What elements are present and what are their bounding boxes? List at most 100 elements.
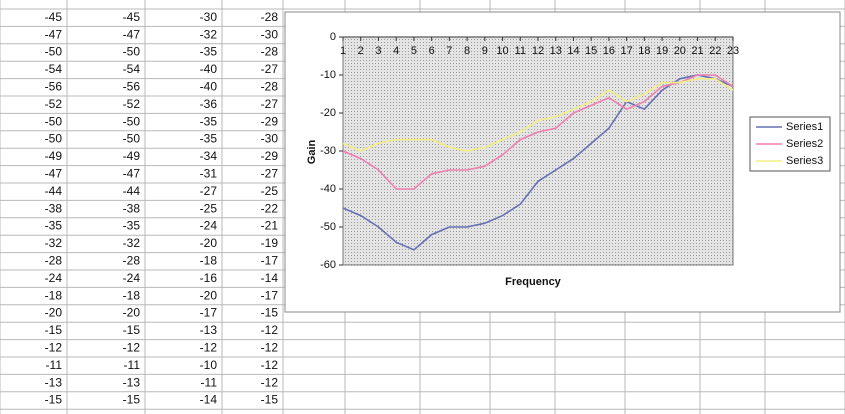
cell: -49 — [123, 149, 141, 163]
cell: -15 — [123, 393, 141, 407]
cell: -20 — [123, 306, 141, 320]
cell: -45 — [123, 10, 141, 24]
cell: -27 — [200, 184, 218, 198]
cell: -54 — [123, 62, 141, 76]
cell: -17 — [261, 253, 279, 267]
cell: -50 — [123, 45, 141, 59]
cell: -29 — [261, 149, 279, 163]
legend-label: Series3 — [786, 155, 823, 167]
cell: -13 — [123, 375, 141, 389]
cell: -12 — [261, 375, 279, 389]
y-tick-label: -10 — [320, 69, 336, 81]
x-axis-label: Frequency — [505, 276, 562, 288]
cell: -18 — [45, 288, 63, 302]
cell: -35 — [200, 114, 218, 128]
cell: -27 — [261, 97, 279, 111]
cell: -20 — [45, 306, 63, 320]
x-tick-label: 2 — [358, 45, 364, 57]
cell: -54 — [45, 62, 63, 76]
cell: -12 — [200, 340, 218, 354]
x-tick-label: 23 — [727, 45, 739, 57]
cell: -12 — [261, 323, 279, 337]
cell: -16 — [200, 271, 218, 285]
cell: -11 — [46, 358, 63, 372]
cell: -21 — [261, 219, 279, 233]
cell: -31 — [200, 166, 218, 180]
cell: -28 — [123, 253, 141, 267]
cell: -32 — [200, 27, 218, 41]
cell: -56 — [123, 79, 141, 93]
cell: -27 — [261, 62, 279, 76]
x-tick-label: 16 — [603, 45, 615, 57]
cell: -12 — [261, 340, 279, 354]
cell: -10 — [200, 358, 218, 372]
cell: -47 — [45, 166, 63, 180]
cell: -11 — [201, 375, 218, 389]
cell: -52 — [123, 97, 141, 111]
x-tick-label: 10 — [496, 45, 508, 57]
x-tick-label: 17 — [621, 45, 633, 57]
cell: -28 — [261, 45, 279, 59]
cell: -35 — [200, 45, 218, 59]
cell: -14 — [261, 271, 279, 285]
x-tick-label: 9 — [482, 45, 488, 57]
cell: -50 — [45, 132, 63, 146]
cell: -30 — [261, 132, 279, 146]
cell: -28 — [261, 10, 279, 24]
y-tick-label: -30 — [320, 145, 336, 157]
x-tick-label: 12 — [532, 45, 544, 57]
cell: -47 — [45, 27, 63, 41]
cell: -32 — [45, 236, 63, 250]
cell: -17 — [261, 288, 279, 302]
cell: -12 — [123, 340, 141, 354]
cell: -30 — [261, 27, 279, 41]
cell: -35 — [200, 132, 218, 146]
cell: -49 — [45, 149, 63, 163]
cell: -24 — [45, 271, 63, 285]
cell: -47 — [123, 166, 141, 180]
cell: -36 — [200, 97, 218, 111]
y-tick-label: -40 — [320, 183, 336, 195]
cell: -13 — [45, 375, 63, 389]
x-tick-label: 21 — [691, 45, 703, 57]
cell: -12 — [261, 358, 279, 372]
cell: -15 — [261, 393, 279, 407]
cell: -17 — [200, 306, 218, 320]
cell: -13 — [200, 323, 218, 337]
cell: -50 — [123, 132, 141, 146]
x-tick-label: 18 — [638, 45, 650, 57]
cell: -44 — [45, 184, 63, 198]
cell: -29 — [261, 114, 279, 128]
x-tick-label: 3 — [375, 45, 381, 57]
cell: -40 — [200, 62, 218, 76]
legend-label: Series1 — [786, 121, 823, 133]
cell: -20 — [200, 236, 218, 250]
cell: -50 — [123, 114, 141, 128]
cell: -35 — [45, 219, 63, 233]
cell: -38 — [45, 201, 63, 215]
x-tick-label: 22 — [709, 45, 721, 57]
x-tick-label: 13 — [550, 45, 562, 57]
x-tick-label: 7 — [446, 45, 452, 57]
series-line — [342, 78, 734, 152]
x-tick-label: 6 — [429, 45, 435, 57]
plot-area — [342, 36, 734, 266]
x-tick-label: 11 — [515, 45, 526, 57]
cell: -15 — [123, 323, 141, 337]
cell: -27 — [261, 166, 279, 180]
cell: -15 — [45, 323, 63, 337]
x-tick-label: 15 — [585, 45, 597, 57]
x-tick-label: 4 — [393, 45, 399, 57]
y-tick-label: -20 — [320, 107, 336, 119]
series-line — [342, 74, 734, 251]
cell: -34 — [200, 149, 218, 163]
cell: -19 — [261, 236, 279, 250]
cell: -25 — [261, 184, 279, 198]
y-tick-label: -60 — [320, 259, 336, 271]
cell: -11 — [124, 358, 141, 372]
cell: -24 — [200, 219, 218, 233]
x-tick-label: 19 — [656, 45, 668, 57]
cell: -40 — [200, 79, 218, 93]
cell: -50 — [45, 114, 63, 128]
